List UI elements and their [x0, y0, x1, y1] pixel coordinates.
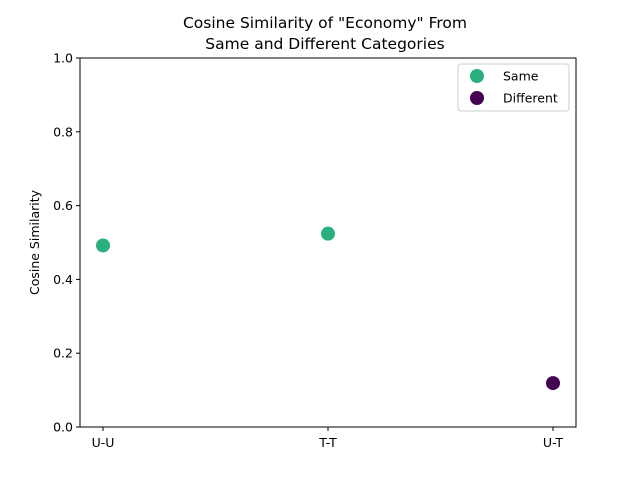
legend-label-different: Different [503, 91, 558, 106]
data-point-different [546, 376, 560, 391]
legend-marker-same [470, 69, 484, 83]
data-points [96, 226, 560, 391]
x-tick-label: U-T [543, 435, 564, 450]
data-point-same [96, 238, 110, 253]
x-axis: U-U T-T U-T [92, 427, 564, 450]
y-tick-label: 0.6 [53, 198, 73, 213]
x-tick-label: T-T [318, 435, 337, 450]
y-axis-label: Cosine Similarity [27, 189, 42, 295]
legend-label-same: Same [503, 69, 539, 84]
legend-marker-different [470, 91, 484, 105]
plot-area: 0.0 0.2 0.4 0.6 0.8 1.0 U-U T-T U-T [53, 51, 577, 450]
y-tick-label: 0.4 [53, 272, 73, 287]
chart-title-line-1: Cosine Similarity of "Economy" From [183, 14, 467, 32]
legend: Same Different [457, 63, 570, 112]
y-tick-label: 0.8 [53, 124, 73, 139]
x-tick-label: U-U [92, 435, 115, 450]
y-tick-label: 0.2 [53, 346, 73, 361]
chart-title-line-2: Same and Different Categories [205, 35, 444, 53]
legend-box [457, 63, 570, 112]
y-tick-label: 1.0 [53, 51, 73, 66]
y-tick-label: 0.0 [53, 420, 73, 435]
data-point-same [321, 226, 335, 241]
y-axis: 0.0 0.2 0.4 0.6 0.8 1.0 [53, 51, 80, 435]
